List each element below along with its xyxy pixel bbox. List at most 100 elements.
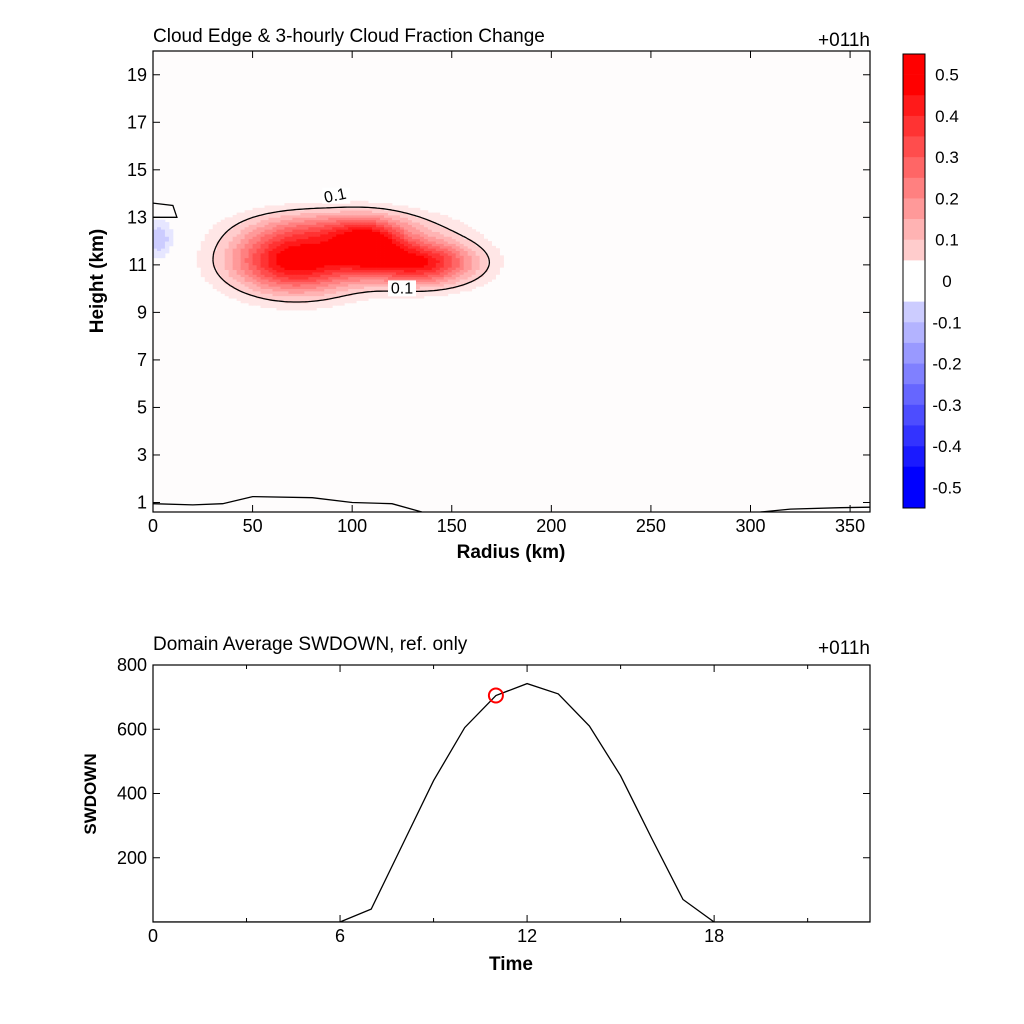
heatmap-cell bbox=[356, 200, 361, 204]
heatmap-cell bbox=[240, 238, 246, 242]
heatmap-cell bbox=[220, 243, 226, 247]
heatmap-cell bbox=[153, 233, 158, 237]
heatmap-cell bbox=[276, 219, 281, 223]
heatmap-cell bbox=[228, 262, 234, 266]
heatmap-cell bbox=[415, 236, 421, 240]
heatmap-cell bbox=[392, 295, 397, 299]
heatmap-cell bbox=[316, 295, 321, 299]
heatmap-cell bbox=[407, 219, 413, 223]
heatmap-cell bbox=[403, 241, 409, 244]
heatmap-cell bbox=[252, 293, 257, 297]
heatmap-cell bbox=[280, 293, 285, 297]
heatmap-cell bbox=[288, 224, 293, 228]
heatmap-cell bbox=[392, 243, 397, 247]
heatmap-cell bbox=[320, 305, 325, 309]
heatmap-cell bbox=[280, 291, 285, 294]
heatmap-cell bbox=[300, 217, 305, 221]
heatmap-cell bbox=[228, 260, 234, 263]
heatmap-cell bbox=[356, 293, 361, 297]
heatmap-cell bbox=[372, 238, 377, 242]
heatmap-cell bbox=[423, 229, 429, 232]
heatmap-cell bbox=[308, 271, 313, 275]
heatmap-cell bbox=[451, 269, 457, 273]
heatmap-cell bbox=[284, 288, 289, 292]
heatmap-cell bbox=[216, 257, 222, 261]
heatmap-cell bbox=[244, 222, 249, 225]
heatmap-cell bbox=[463, 243, 469, 247]
heatmap-cell bbox=[423, 241, 429, 244]
heatmap-cell bbox=[399, 250, 405, 254]
heatmap-cell bbox=[447, 217, 453, 221]
heatmap-cell bbox=[164, 245, 170, 249]
heatmap-cell bbox=[332, 210, 337, 213]
heatmap-cell bbox=[160, 248, 166, 252]
heatmap-cell bbox=[352, 219, 357, 223]
heatmap-cell bbox=[368, 219, 373, 223]
x-tick-label: 0 bbox=[148, 926, 158, 946]
heatmap-cell bbox=[328, 214, 333, 218]
heatmap-cell bbox=[288, 205, 293, 209]
heatmap-cell bbox=[196, 257, 202, 261]
heatmap-cell bbox=[435, 224, 441, 228]
contour-label-halo bbox=[388, 280, 416, 297]
heatmap-cell bbox=[296, 298, 301, 301]
heatmap-cell bbox=[328, 281, 333, 285]
heatmap-cell bbox=[216, 281, 222, 285]
heatmap-cell bbox=[284, 293, 289, 297]
heatmap-cell bbox=[336, 283, 341, 287]
heatmap-panel: Cloud Edge & 3-hourly Cloud Fraction Cha… bbox=[87, 26, 871, 563]
heatmap-cell bbox=[364, 262, 369, 266]
heatmap-cell bbox=[236, 252, 242, 256]
heatmap-cell bbox=[419, 248, 425, 252]
heatmap-cell bbox=[403, 229, 409, 232]
heatmap-cell bbox=[463, 252, 469, 256]
heatmap-cell bbox=[248, 300, 253, 304]
heatmap-cell bbox=[276, 205, 281, 209]
heatmap-cell bbox=[384, 264, 389, 268]
heatmap-cell bbox=[316, 222, 321, 225]
heatmap-cell bbox=[372, 207, 377, 211]
heatmap-cell bbox=[380, 269, 385, 273]
heatmap-cell bbox=[168, 229, 174, 232]
heatmap-cell bbox=[348, 238, 353, 242]
heatmap-cell bbox=[224, 269, 230, 273]
heatmap-cell bbox=[280, 217, 285, 221]
heatmap-cell bbox=[471, 262, 477, 266]
heatmap-cell bbox=[320, 224, 325, 228]
heatmap-cell bbox=[264, 276, 269, 280]
heatmap-cell bbox=[459, 250, 465, 254]
heatmap-cell bbox=[200, 262, 206, 266]
heatmap-cell bbox=[427, 291, 433, 294]
heatmap-cell bbox=[276, 243, 281, 247]
heatmap-cell bbox=[288, 252, 293, 256]
heatmap-cell bbox=[360, 288, 365, 292]
heatmap-cell bbox=[360, 286, 365, 290]
heatmap-cell bbox=[156, 238, 162, 242]
heatmap-cell bbox=[280, 279, 285, 282]
heatmap-cell bbox=[328, 245, 333, 249]
heatmap-cell bbox=[308, 298, 313, 301]
heatmap-cell bbox=[276, 214, 281, 218]
heatmap-cell bbox=[316, 238, 321, 242]
heatmap-cell bbox=[328, 224, 333, 228]
heatmap-cell bbox=[471, 231, 477, 235]
heatmap-cell bbox=[312, 233, 317, 237]
heatmap-cell bbox=[252, 222, 257, 225]
heatmap-cell bbox=[364, 293, 369, 297]
heatmap-cell bbox=[236, 233, 242, 237]
heatmap-cell bbox=[487, 276, 492, 280]
heatmap-cell bbox=[292, 243, 297, 247]
heatmap-cell bbox=[304, 226, 309, 230]
heatmap-cell bbox=[308, 283, 313, 287]
colorbar-swatch bbox=[903, 404, 925, 426]
heatmap-cell bbox=[208, 274, 214, 278]
heatmap-cell bbox=[316, 291, 321, 294]
heatmap-cell bbox=[487, 255, 492, 259]
heatmap-cell bbox=[368, 271, 373, 275]
heatmap-cell bbox=[415, 210, 421, 213]
heatmap-cell bbox=[236, 212, 242, 216]
heatmap-cell bbox=[459, 238, 465, 242]
heatmap-cell bbox=[332, 260, 337, 263]
heatmap-cell bbox=[348, 203, 353, 206]
x-tick-label: 300 bbox=[735, 516, 765, 536]
